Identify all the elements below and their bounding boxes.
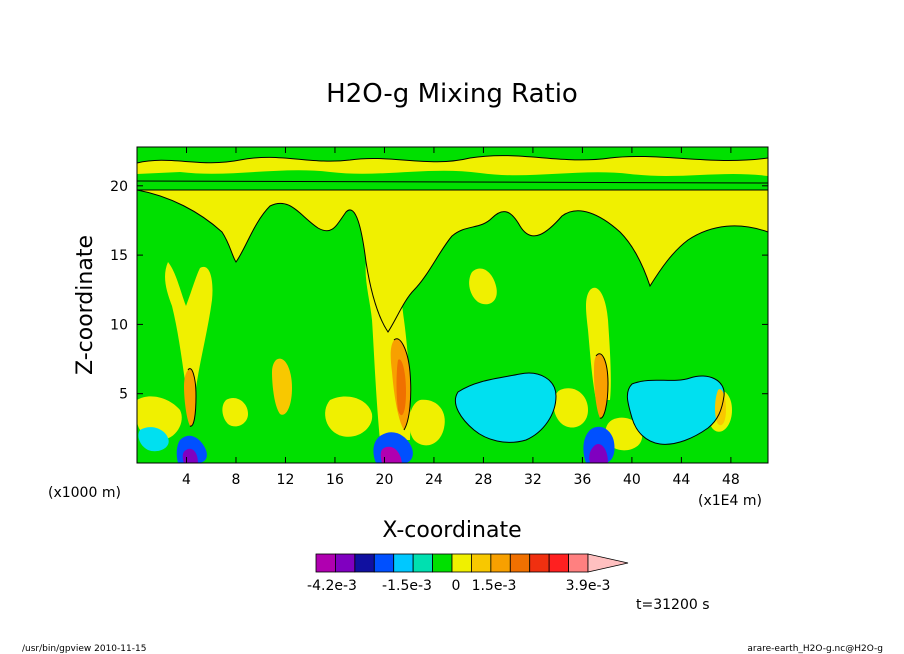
x-tick-label: 8 (232, 472, 241, 488)
x-tick-label: 48 (722, 472, 740, 488)
x-axis-title: X-coordinate (382, 518, 521, 543)
colorbar-swatch (451, 553, 472, 573)
x-tick-label: 4 (182, 472, 191, 488)
colorbar-swatch (412, 553, 433, 573)
colorbar-label: -1.5e-3 (382, 578, 432, 594)
colorbar-swatch (315, 553, 336, 573)
lowlevel-yellow (137, 388, 732, 451)
plot-area (137, 147, 768, 463)
y-axis-title: Z-coordinate (73, 235, 98, 375)
time-label: t=31200 s (636, 597, 710, 613)
colorbar (315, 553, 629, 573)
y-tick-label: 20 (110, 179, 128, 195)
footer-right: arare-earth_H2O-g.nc@H2O-g (747, 644, 883, 654)
x-tick-label: 36 (573, 472, 591, 488)
colorbar-swatch (490, 553, 511, 573)
colorbar-label: 1.5e-3 (472, 578, 517, 594)
surface-anomalies (176, 426, 615, 463)
colorbar-swatch (509, 553, 531, 573)
x-scale-label: (x1E4 m) (698, 493, 762, 509)
x-tick-label: 44 (672, 472, 690, 488)
x-unit-label: (x1000 m) (48, 485, 121, 501)
colorbar-swatch (548, 553, 569, 573)
colorbar-swatch (568, 553, 589, 573)
colorbar-swatch (373, 553, 395, 573)
colorbar-arrow (587, 553, 629, 573)
y-axis: 5 10 15 20 (110, 179, 768, 403)
x-tick-label: 24 (425, 472, 443, 488)
x-tick-label: 16 (326, 472, 344, 488)
x-axis: 4 8 12 16 20 24 28 32 36 40 44 48 (182, 147, 740, 488)
colorbar-swatch (335, 553, 356, 573)
x-tick-label: 20 (376, 472, 394, 488)
colorbar-swatch (393, 553, 414, 573)
x-tick-label: 28 (475, 472, 493, 488)
colorbar-labels: -4.2e-3 -1.5e-3 0 1.5e-3 3.9e-3 (307, 578, 610, 594)
contour-lines (137, 155, 768, 445)
colorbar-swatch (432, 553, 453, 573)
x-tick-label: 40 (623, 472, 641, 488)
x-tick-label: 32 (524, 472, 542, 488)
footer-left: /usr/bin/gpview 2010-11-15 (22, 644, 146, 654)
y-tick-label: 15 (110, 248, 128, 264)
chart-title: H2O-g Mixing Ratio (326, 79, 578, 109)
plume-cores (184, 227, 726, 440)
colorbar-swatch (529, 553, 550, 573)
colorbar-label: 3.9e-3 (566, 578, 611, 594)
x-tick-label: 12 (277, 472, 295, 488)
y-tick-label: 5 (119, 387, 128, 403)
plot-frame (136, 146, 769, 464)
cyan-patches (138, 373, 725, 452)
colorbar-label: -4.2e-3 (307, 578, 357, 594)
colorbar-swatch (354, 553, 375, 573)
colorbar-label: 0 (452, 578, 461, 594)
y-tick-label: 10 (110, 317, 128, 333)
colorbar-swatch (471, 553, 492, 573)
